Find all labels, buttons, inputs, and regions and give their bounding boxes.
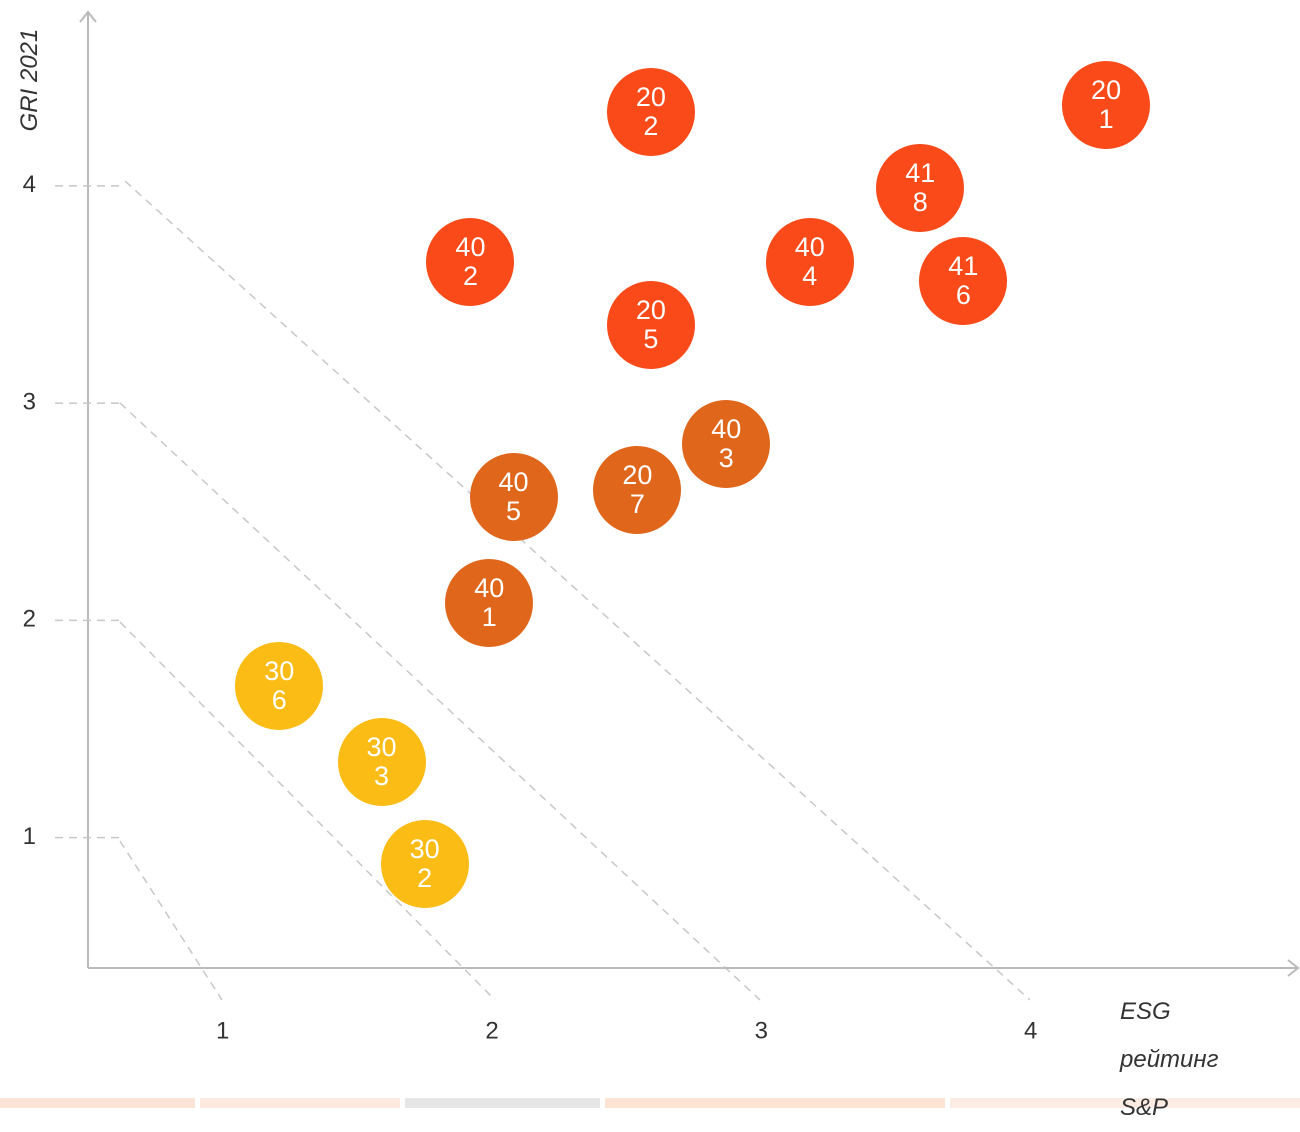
bubble: 418: [876, 143, 965, 232]
bubble: 201: [1062, 61, 1151, 150]
strip: [950, 1098, 1300, 1108]
y-tick-label: 4: [23, 171, 36, 198]
strip: [605, 1098, 945, 1108]
x-axis-label: ESG рейтинг S&P: [1120, 998, 1219, 1121]
x-tick-label: 2: [485, 1017, 498, 1044]
bubble: 302: [380, 819, 469, 908]
band-line: [119, 402, 761, 1001]
bubble-label: 306: [264, 655, 295, 715]
bubble: 205: [606, 280, 695, 369]
x-tick-label: 3: [755, 1017, 768, 1044]
bubble: 404: [765, 217, 854, 306]
bubble: 306: [235, 641, 324, 730]
y-arrow: [79, 10, 97, 23]
band-line: [119, 840, 223, 1001]
footer-strip: [0, 1098, 1300, 1108]
bubble-label: 207: [622, 460, 653, 519]
bubble-label: 402: [455, 231, 486, 291]
bubble-label: 302: [409, 833, 440, 893]
bubble: 207: [593, 446, 682, 534]
bubble-label: 418: [905, 157, 936, 217]
bubble: 303: [337, 717, 426, 806]
x-tick-label: 1: [216, 1017, 229, 1044]
strip: [0, 1098, 195, 1108]
x-tick-label: 4: [1024, 1017, 1037, 1044]
bubble: 405: [469, 452, 558, 541]
band-line: [124, 180, 1031, 1001]
axes: [79, 10, 1300, 977]
y-tick-label: 1: [23, 823, 36, 850]
chart: 1 2 3 4 1 2 3 4: [0, 10, 1300, 1108]
bubble-label: 205: [635, 294, 666, 354]
bubble: 202: [606, 67, 695, 156]
bubble-label: 404: [794, 231, 825, 291]
bubble-label: 401: [474, 572, 505, 632]
bubble-label: 405: [498, 466, 529, 526]
bubble-label: 416: [948, 251, 979, 311]
strip: [405, 1098, 600, 1108]
bubble-label: 201: [1091, 75, 1122, 135]
bubble: 401: [445, 558, 534, 647]
bubble: 402: [426, 217, 515, 306]
x-arrow: [1287, 959, 1300, 977]
band-lines: [119, 180, 1031, 1001]
y-axis-label: GRI 2021: [16, 28, 43, 132]
bubble-label: 303: [366, 731, 397, 791]
bubble-label: 403: [711, 414, 742, 474]
bubble: 403: [682, 400, 771, 489]
bubble-label: 202: [635, 81, 666, 141]
y-tick-label: 3: [23, 388, 36, 415]
bubble: 416: [919, 237, 1008, 326]
y-tick-label: 2: [23, 606, 36, 633]
strip: [200, 1098, 400, 1108]
band-line: [119, 621, 496, 1001]
